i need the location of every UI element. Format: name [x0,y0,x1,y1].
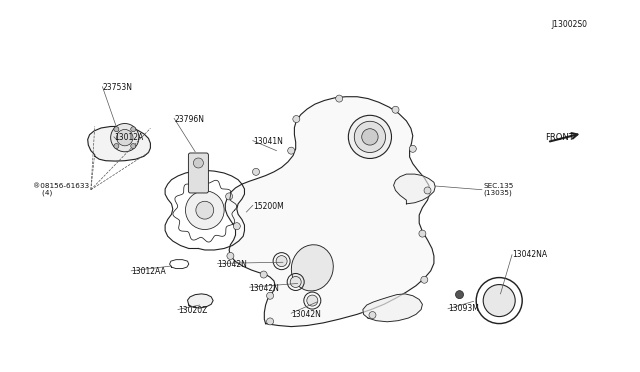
Circle shape [369,312,376,318]
Circle shape [193,158,204,168]
Circle shape [131,127,136,132]
Circle shape [114,144,119,148]
Circle shape [348,115,392,158]
Circle shape [424,187,431,194]
Circle shape [355,121,385,153]
Text: J13002S0: J13002S0 [552,20,588,29]
Circle shape [196,201,214,219]
Circle shape [307,295,318,306]
Circle shape [336,95,342,102]
Circle shape [392,106,399,113]
Polygon shape [88,126,150,161]
Polygon shape [225,97,434,327]
Text: 23796N: 23796N [174,115,204,124]
Text: FRONT: FRONT [545,133,574,142]
Circle shape [116,129,133,146]
Circle shape [253,169,259,175]
Circle shape [290,276,301,288]
Text: 13093M: 13093M [448,304,479,313]
Circle shape [456,291,463,299]
Text: 13042NA: 13042NA [512,250,547,259]
Circle shape [419,230,426,237]
Circle shape [421,276,428,283]
FancyBboxPatch shape [188,153,209,193]
Text: 13012A: 13012A [114,133,143,142]
Text: ®08156-61633
    (4): ®08156-61633 (4) [33,183,90,196]
Circle shape [114,127,119,132]
Text: SEC.135
(13035): SEC.135 (13035) [483,183,513,196]
Polygon shape [394,174,435,204]
Circle shape [362,129,378,145]
Ellipse shape [291,245,333,291]
Circle shape [276,256,287,267]
Text: 23753N: 23753N [102,83,132,92]
Circle shape [234,223,240,230]
Circle shape [410,145,416,152]
Circle shape [288,147,294,154]
Text: 13012AA: 13012AA [131,267,166,276]
Circle shape [131,144,136,148]
Text: 13042N: 13042N [218,260,248,269]
Circle shape [111,124,139,152]
Circle shape [267,292,273,299]
Text: 13042N: 13042N [250,284,280,293]
Circle shape [293,116,300,122]
Circle shape [186,191,224,230]
Circle shape [226,193,232,200]
Text: 13020Z: 13020Z [178,306,207,315]
Circle shape [483,285,515,317]
Polygon shape [188,294,213,308]
Text: 13042N: 13042N [291,310,321,319]
Text: 15200M: 15200M [253,202,284,211]
Circle shape [267,318,273,325]
Text: 13041N: 13041N [253,137,283,146]
Circle shape [227,253,234,259]
Circle shape [260,271,267,278]
Polygon shape [363,294,422,322]
